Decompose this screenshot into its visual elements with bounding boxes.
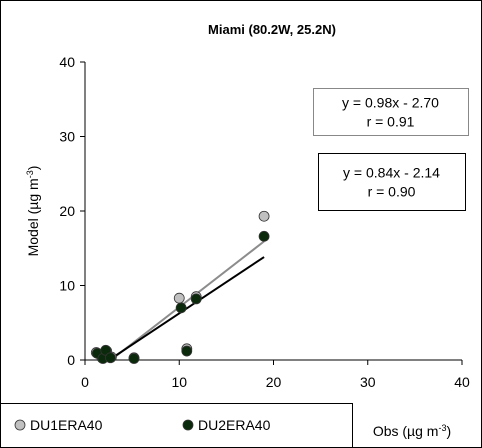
legend-label: DU2ERA40: [198, 417, 271, 433]
x-axis-label: Obs (µg m-3): [373, 423, 451, 439]
point: [258, 230, 270, 242]
fit-annotation-box: [313, 88, 469, 136]
x-tick-label: 0: [81, 374, 89, 390]
point: [258, 210, 270, 222]
y-tick-label: 40: [59, 54, 75, 70]
point: [128, 353, 140, 364]
x-tick-label: 20: [266, 374, 282, 390]
fit-line: [108, 256, 265, 361]
x-tick-label: 30: [360, 374, 376, 390]
fit-r: r = 0.90: [368, 184, 416, 200]
chart-title: Miami (80.2W, 25.2N): [208, 22, 336, 37]
y-tick-label: 20: [59, 203, 75, 219]
legend-box: [0, 403, 353, 448]
point: [190, 293, 202, 305]
point: [175, 302, 187, 314]
fit-annotation-box: [318, 153, 466, 211]
x-label-text: Obs (µg m: [373, 423, 439, 439]
legend-marker: [14, 419, 26, 431]
y-label-text: Model (µg m: [25, 178, 41, 256]
point: [181, 345, 193, 357]
fit-equation: y = 0.98x - 2.70: [342, 95, 439, 111]
point: [105, 352, 116, 364]
fit-line: [110, 240, 265, 361]
x-label-sup: -3: [438, 423, 446, 433]
x-label-end: ): [446, 423, 451, 439]
x-tick-label: 10: [171, 374, 187, 390]
y-tick-label: 10: [59, 278, 75, 294]
legend-marker: [182, 419, 194, 431]
y-label-end: ): [25, 166, 41, 171]
y-label-sup: -3: [25, 170, 35, 178]
legend-label: DU1ERA40: [30, 417, 103, 433]
fit-r: r = 0.91: [367, 114, 415, 130]
y-tick-label: 0: [67, 352, 75, 368]
x-tick-label: 40: [454, 374, 470, 390]
y-axis-label: Model (µg m-3): [25, 166, 41, 257]
point: [173, 292, 185, 304]
y-tick-label: 30: [59, 129, 75, 145]
fit-equation: y = 0.84x - 2.14: [343, 165, 440, 181]
